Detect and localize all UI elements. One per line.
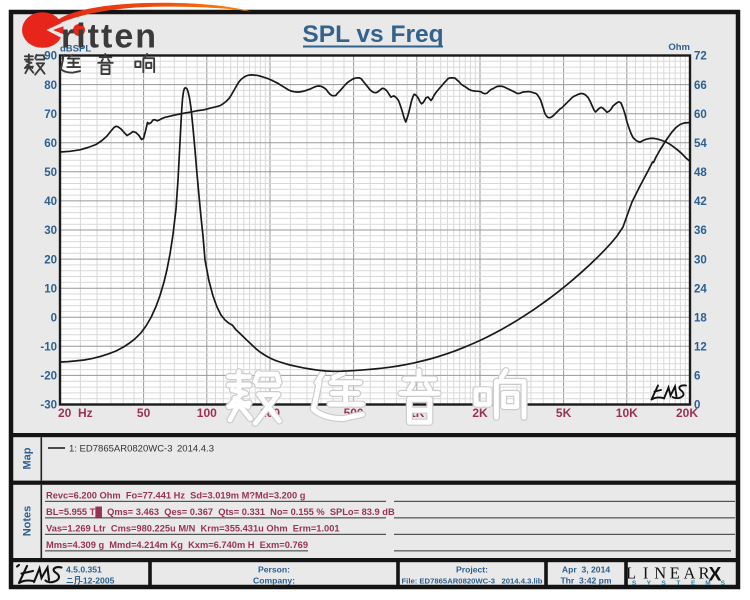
svg-text:T: T: [676, 580, 680, 587]
svg-text:-10: -10: [40, 342, 57, 354]
svg-text:E: E: [691, 580, 696, 587]
svg-text:0: 0: [51, 312, 57, 324]
svg-text:30: 30: [694, 254, 707, 266]
svg-text:36: 36: [694, 225, 707, 237]
svg-text:48: 48: [694, 167, 707, 179]
svg-text:S: S: [661, 580, 666, 587]
svg-text:60: 60: [694, 109, 707, 121]
svg-text:20K: 20K: [676, 406, 698, 420]
svg-text:80: 80: [44, 80, 57, 92]
svg-text:20: 20: [44, 254, 57, 266]
svg-text:Person:: Person:: [258, 565, 290, 575]
svg-text:10K: 10K: [616, 406, 638, 420]
svg-text:Ohm: Ohm: [668, 42, 690, 53]
svg-text:Notes: Notes: [22, 506, 34, 537]
svg-text:Project:: Project:: [456, 565, 488, 575]
svg-text:E: E: [670, 564, 680, 583]
svg-text:100: 100: [197, 406, 217, 420]
svg-text:90: 90: [44, 51, 57, 63]
svg-text:72: 72: [694, 51, 707, 63]
svg-text:M: M: [705, 580, 710, 587]
svg-text:Mms=4.309 g Mmd=4.214m Kg Kx: Mms=4.309 g Mmd=4.214m Kg Kxm=6.740m H E…: [46, 540, 308, 550]
svg-text:42: 42: [694, 196, 707, 208]
svg-text:24: 24: [694, 283, 707, 295]
svg-text:A: A: [683, 564, 695, 583]
svg-text:66: 66: [694, 80, 707, 92]
svg-text:1: ED7865AR0820WC-3: 1: ED7865AR0820WC-3: [69, 444, 173, 455]
svg-text:S: S: [721, 580, 726, 587]
svg-text:60: 60: [44, 138, 57, 150]
svg-text:I: I: [643, 564, 649, 583]
svg-text:20 Hz: 20 Hz: [58, 406, 93, 420]
svg-text:5K: 5K: [556, 406, 572, 420]
svg-text:2014.4.3: 2014.4.3: [177, 444, 214, 455]
svg-text:dBSPL: dBSPL: [60, 44, 91, 55]
svg-text:-12-2005: -12-2005: [80, 576, 115, 586]
svg-text:12: 12: [694, 342, 707, 354]
svg-text:BL=5.955 T█ Qms= 3.463 Qes=: BL=5.955 T█ Qms= 3.463 Qes= 0.367 Qts= 0…: [46, 506, 395, 518]
svg-text:Revc=6.200 Ohm Fo=77.441 Hz: Revc=6.200 Ohm Fo=77.441 Hz Sd=3.019m M?…: [46, 491, 306, 501]
svg-text:N: N: [654, 564, 666, 583]
svg-text:S: S: [632, 580, 637, 587]
svg-text:18: 18: [694, 312, 707, 324]
svg-text:-30: -30: [40, 400, 57, 412]
svg-text:Thr 3:42 pm: Thr 3:42 pm: [560, 576, 611, 586]
svg-text:L: L: [626, 564, 636, 583]
svg-text:6: 6: [694, 371, 700, 383]
svg-text:Apr 3, 2014: Apr 3, 2014: [562, 565, 610, 575]
svg-text:70: 70: [44, 109, 57, 121]
svg-text:-20: -20: [40, 371, 57, 383]
svg-text:File: ED7865AR0820WC-3 2014.: File: ED7865AR0820WC-3 2014.4.3.lib: [401, 577, 542, 586]
svg-text:50: 50: [44, 167, 57, 179]
svg-text:Vas=1.269 Ltr Cms=980.225u M/: Vas=1.269 Ltr Cms=980.225u M/N Krm=355.4…: [46, 524, 340, 534]
svg-text:Y: Y: [647, 580, 652, 587]
svg-text:0: 0: [694, 400, 700, 412]
svg-text:10: 10: [44, 283, 57, 295]
svg-text:ritten: ritten: [61, 18, 158, 56]
svg-text:R: R: [698, 564, 709, 583]
svg-text:SPL vs Freq: SPL vs Freq: [302, 21, 443, 48]
svg-text:40: 40: [44, 196, 57, 208]
svg-text:30: 30: [44, 225, 57, 237]
svg-text:Company:: Company:: [253, 576, 295, 586]
svg-text:Map: Map: [22, 447, 34, 469]
svg-text:X: X: [709, 565, 722, 586]
svg-text:54: 54: [694, 138, 707, 150]
svg-text:2K: 2K: [472, 406, 488, 420]
svg-text:50: 50: [137, 406, 151, 420]
svg-text:4.5.0.351: 4.5.0.351: [66, 565, 102, 575]
